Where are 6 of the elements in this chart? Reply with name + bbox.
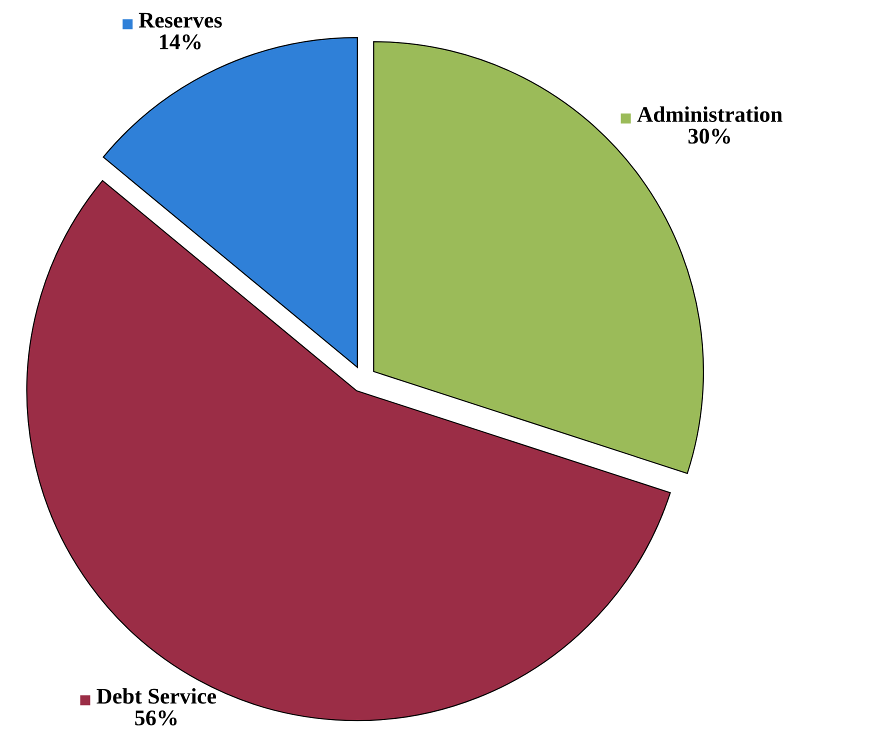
- data-label: 30%: [688, 128, 730, 144]
- data-label: 56%: [135, 710, 177, 726]
- legend-label: Reserves: [138, 12, 222, 28]
- legend-label: Administration: [637, 106, 782, 122]
- data-label: 14%: [160, 34, 201, 50]
- legend-label: Debt Service: [96, 688, 216, 704]
